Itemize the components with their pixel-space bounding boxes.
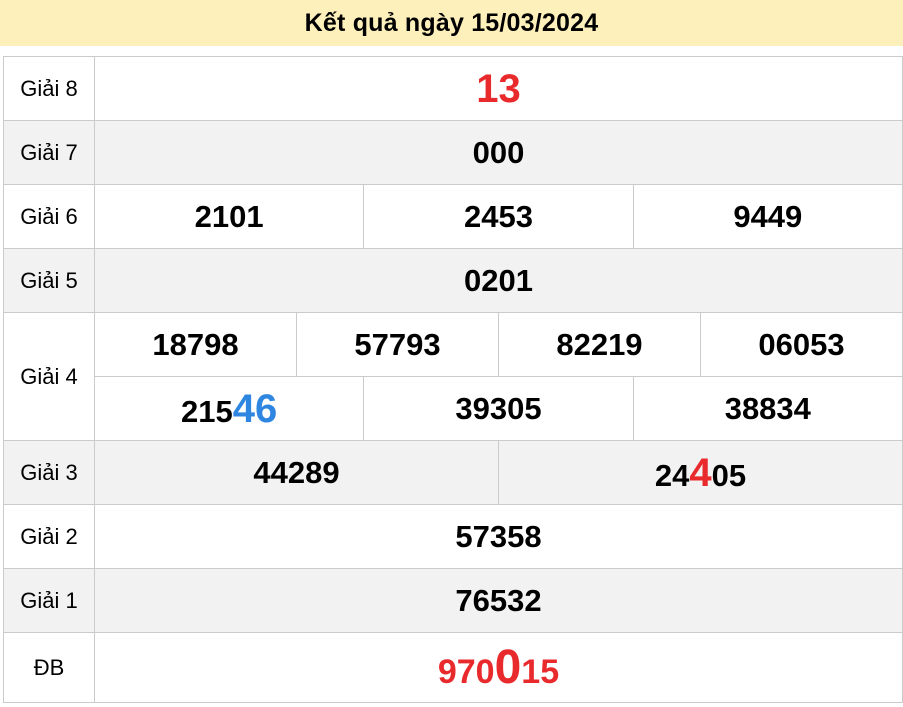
prize-number: 44289 <box>253 455 340 490</box>
prize-number: 9449 <box>733 199 803 234</box>
prize-label: ĐB <box>3 632 95 703</box>
prize-number: 970 <box>437 652 495 691</box>
prize-row: 21546 39305 38834 <box>3 376 903 441</box>
prize-row: Giải 1 76532 <box>3 568 903 633</box>
prize-cell: 21546 <box>93 376 365 441</box>
prize-number: 24 <box>654 457 690 493</box>
prize-label: Giải 6 <box>3 184 95 249</box>
prize-cell: 9449 <box>632 184 903 249</box>
results-title: Kết quả ngày 15/03/2024 <box>304 8 599 37</box>
prize-cell: 000 <box>94 120 903 185</box>
prize-label: Giải 5 <box>3 248 95 313</box>
prize-cell: 44289 <box>94 440 499 505</box>
prize-cell: 2453 <box>363 184 634 249</box>
prize-number: 57793 <box>354 327 441 362</box>
prize-number: 82219 <box>556 327 643 362</box>
prize-cell: 39305 <box>363 376 634 441</box>
prize-row: Giải 6 2101 2453 9449 <box>3 184 903 249</box>
prize-number: 4 <box>689 450 712 495</box>
prize-number: 0 <box>494 640 522 694</box>
prize-cell: 38834 <box>632 376 903 441</box>
prize-number: 215 <box>181 393 233 429</box>
prize-row: Giải 7 000 <box>3 120 903 185</box>
prize-row: Giải 3 44289 24405 <box>3 440 903 505</box>
prize-number: 05 <box>711 457 747 493</box>
prize-number: 06053 <box>758 327 845 362</box>
prize-row: Giải 2 57358 <box>3 504 903 569</box>
prize-label: Giải 4 <box>3 312 95 441</box>
prize-cell: 82219 <box>497 312 701 377</box>
prize-label: Giải 1 <box>3 568 95 633</box>
prize-number: 13 <box>476 66 521 111</box>
prize-number: 57358 <box>455 519 542 554</box>
prize-cell: 18798 <box>94 312 297 377</box>
prize-label: Giải 3 <box>3 440 95 505</box>
lottery-results-table: Giải 8 13 Giải 7 000 Giải 6 2101 2453 9449 Giải … <box>3 56 903 703</box>
prize-cell: 13 <box>94 56 903 121</box>
prize-number: 000 <box>472 135 525 170</box>
prize-number: 76532 <box>455 583 542 618</box>
prize-number: 39305 <box>455 391 542 426</box>
prize-label: Giải 8 <box>3 56 95 121</box>
prize-row: ĐB 970015 <box>3 632 903 703</box>
prize-label: Giải 2 <box>3 504 95 569</box>
prize-number: 46 <box>232 386 278 431</box>
prize-cell: 57358 <box>94 504 903 569</box>
prize-cell: 0201 <box>94 248 903 313</box>
prize-row: Giải 8 13 <box>3 56 903 121</box>
prize-cell: 06053 <box>699 312 903 377</box>
results-table-container: Giải 8 13 Giải 7 000 Giải 6 2101 2453 9449 Giải … <box>3 56 903 703</box>
prize-cell: 76532 <box>94 568 903 633</box>
prize-number: 15 <box>521 652 560 691</box>
prize-row: Giải 4 18798 57793 82219 06053 <box>3 312 903 441</box>
prize-row: Giải 5 0201 <box>3 248 903 313</box>
prize-number: 2453 <box>463 199 533 234</box>
prize-cell: 24405 <box>497 440 903 505</box>
prize-number: 0201 <box>464 263 533 298</box>
prize-number: 38834 <box>724 391 811 426</box>
prize-cell: 970015 <box>94 632 903 703</box>
results-header: Kết quả ngày 15/03/2024 <box>0 0 903 46</box>
prize-cell: 57793 <box>295 312 499 377</box>
prize-cell: 2101 <box>93 184 365 249</box>
prize-number: 2101 <box>194 199 264 234</box>
prize-number: 18798 <box>152 327 239 362</box>
prize-label: Giải 7 <box>3 120 95 185</box>
